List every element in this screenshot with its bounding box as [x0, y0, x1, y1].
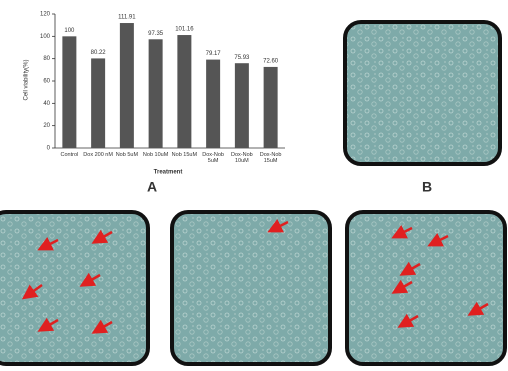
bar	[119, 23, 134, 149]
bar	[234, 63, 249, 148]
y-tick-label: 80	[43, 56, 50, 62]
y-tick-label: 60	[43, 79, 50, 85]
micrograph	[343, 20, 502, 166]
bar	[263, 66, 278, 148]
arrows	[21, 218, 489, 334]
x-tick-label: Control	[60, 152, 79, 158]
y-tick-label: 100	[40, 34, 51, 40]
y-tick-label: 20	[43, 123, 50, 129]
value-label: 100	[64, 28, 75, 34]
value-label: 72.60	[263, 59, 279, 65]
y-axis-label: Cell viability(%)	[24, 59, 30, 100]
micrograph	[345, 210, 507, 366]
value-label: 97.35	[148, 31, 164, 37]
value-label: 79.17	[206, 51, 222, 57]
y-tick-label: 40	[43, 101, 50, 107]
micrograph	[170, 210, 332, 366]
x-tick-label: Dox-Nob 5uM	[202, 152, 224, 164]
x-axis-label: Treatment	[154, 170, 183, 176]
x-tick-label: Dox-Nob 10uM	[231, 152, 253, 164]
value-label: 101.16	[175, 27, 194, 33]
x-tick-label: Nob 15uM	[171, 152, 198, 158]
value-label: 75.93	[234, 55, 250, 61]
x-tick-label: Dox-Nob 15uM	[259, 152, 282, 164]
x-tick-label: Nob 10uM	[142, 152, 169, 158]
panel-label: B	[422, 179, 432, 195]
bar	[62, 36, 77, 149]
x-tick-label: Nob 5uM	[115, 152, 139, 158]
micrograph	[0, 210, 150, 366]
bar	[206, 59, 221, 148]
panel-label: A	[147, 179, 157, 195]
value-label: 80.22	[91, 50, 107, 56]
bar	[91, 58, 106, 148]
y-tick-label: 0	[47, 146, 51, 152]
bar	[177, 35, 192, 149]
value-label: 111.91	[118, 15, 136, 21]
x-tick-label: Dox 200 nM	[83, 152, 113, 158]
bar	[148, 39, 163, 149]
y-tick-label: 120	[40, 12, 51, 18]
